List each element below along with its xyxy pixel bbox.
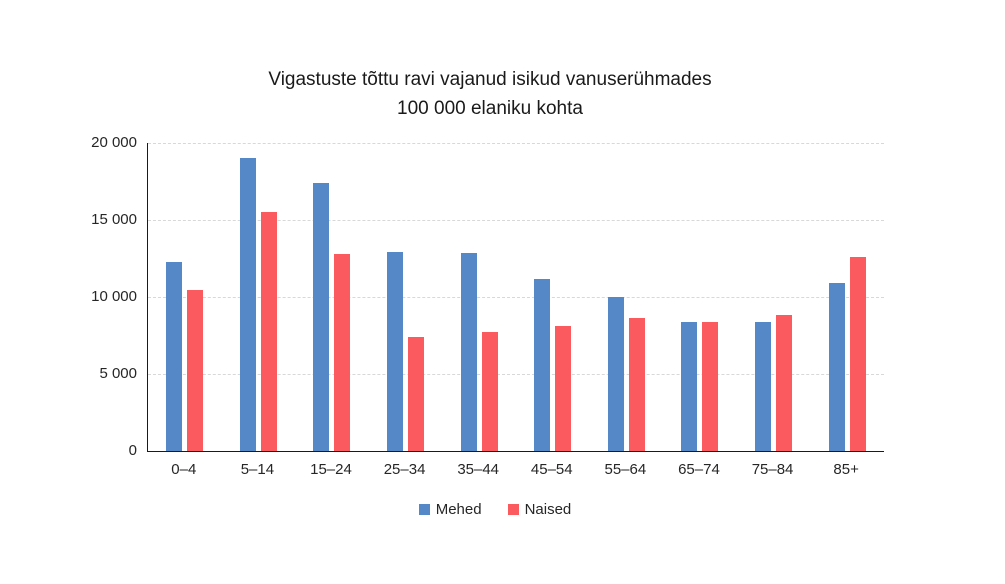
legend: Mehed Naised xyxy=(0,501,990,518)
chart-title-line1: Vigastuste tõttu ravi vajanud isikud van… xyxy=(268,69,712,90)
bar-mehed-85+ xyxy=(828,283,845,451)
legend-swatch-icon xyxy=(507,504,519,515)
bar-group-45–54 xyxy=(516,143,590,451)
x-tick-label: 0–4 xyxy=(171,461,197,478)
bar-mehed-0–4 xyxy=(166,261,183,451)
gridline xyxy=(148,374,884,375)
bar-naised-35–44 xyxy=(481,331,498,451)
chart-title-line2: 100 000 elaniku kohta xyxy=(397,98,583,119)
bar-naised-75–84 xyxy=(776,314,793,451)
bar-naised-85+ xyxy=(849,256,866,451)
bar-group-85+ xyxy=(810,143,884,451)
bar-mehed-25–34 xyxy=(387,252,404,451)
bar-group-15–24 xyxy=(295,143,369,451)
gridline xyxy=(148,297,884,298)
bar-group-55–64 xyxy=(590,143,664,451)
legend-swatch-icon xyxy=(418,504,430,515)
bar-naised-15–24 xyxy=(334,253,351,451)
x-tick-label: 65–74 xyxy=(678,461,720,478)
y-tick-label: 5 000 xyxy=(99,365,137,382)
bar-mehed-45–54 xyxy=(534,278,551,451)
x-tick-label: 35–44 xyxy=(457,461,500,478)
bar-mehed-75–84 xyxy=(755,322,772,451)
bar-group-65–74 xyxy=(663,143,737,451)
bar-group-75–84 xyxy=(737,143,811,451)
bar-naised-25–34 xyxy=(408,337,425,451)
bar-naised-45–54 xyxy=(555,326,572,451)
y-tick-label: 20 000 xyxy=(91,134,137,151)
bar-group-25–34 xyxy=(369,143,443,451)
legend-label: Mehed xyxy=(435,501,482,518)
bar-group-5–14 xyxy=(222,143,296,451)
x-tick-label: 55–64 xyxy=(604,461,647,478)
y-tick-label: 15 000 xyxy=(91,211,137,228)
x-tick-label: 85+ xyxy=(833,461,859,478)
bar-naised-5–14 xyxy=(260,211,277,451)
gridline xyxy=(148,220,884,221)
bar-naised-55–64 xyxy=(628,317,645,451)
legend-item-mehed: Mehed xyxy=(418,501,482,518)
y-tick-label: 10 000 xyxy=(91,288,137,305)
bar-groups xyxy=(148,143,884,451)
x-tick-label: 5–14 xyxy=(240,461,275,478)
x-tick-label: 25–34 xyxy=(383,461,426,478)
x-tick-label: 75–84 xyxy=(751,461,794,478)
bar-group-0–4 xyxy=(148,143,222,451)
bar-mehed-35–44 xyxy=(460,253,477,451)
bar-mehed-55–64 xyxy=(607,297,624,451)
x-tick-label: 15–24 xyxy=(310,461,352,478)
y-tick-label: 0 xyxy=(128,442,137,459)
x-axis-tick-labels: 0–4 5–14 15–24 25–34 35–44 45–54 55–64 65–74 75–… xyxy=(147,461,883,478)
bar-naised-65–74 xyxy=(702,322,719,451)
bar-group-35–44 xyxy=(442,143,516,451)
bar-mehed-5–14 xyxy=(239,158,256,451)
bar-mehed-15–24 xyxy=(313,183,330,451)
bar-naised-0–4 xyxy=(187,290,204,451)
bar-mehed-65–74 xyxy=(681,321,698,451)
legend-item-naised: Naised xyxy=(507,501,572,518)
chart-title: Vigastuste tõttu ravi vajanud isikud van… xyxy=(0,65,980,123)
gridline xyxy=(148,143,884,144)
x-tick-label: 45–54 xyxy=(530,461,573,478)
legend-label: Naised xyxy=(524,501,572,518)
plot-area xyxy=(147,143,884,452)
y-axis-tick-labels: 0 5 000 10 000 15 000 20 000 xyxy=(55,134,137,459)
